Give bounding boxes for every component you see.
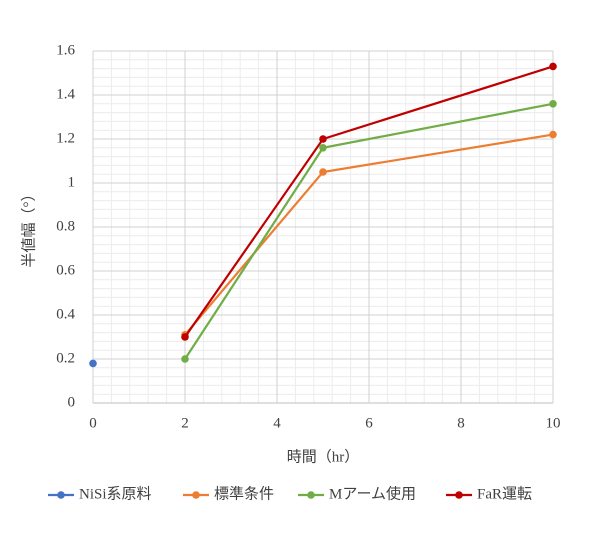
x-tick-label: 2 (181, 415, 189, 431)
y-tick-label: 0.8 (56, 218, 75, 234)
legend-marker (307, 491, 315, 499)
y-tick-label: 0.2 (56, 350, 75, 366)
legend-marker (192, 491, 200, 499)
data-point (89, 359, 97, 368)
y-tick-label: 0.6 (56, 262, 75, 278)
x-tick-label: 4 (273, 415, 281, 431)
data-point (319, 168, 327, 176)
x-tick-label: 0 (89, 415, 97, 431)
y-tick-label: 0.4 (56, 306, 75, 322)
legend-marker (455, 491, 463, 499)
x-tick-label: 6 (365, 415, 373, 431)
data-point (181, 355, 189, 363)
data-point (319, 135, 327, 143)
y-tick-label: 0 (68, 394, 76, 410)
legend-label: FaR運転 (477, 485, 532, 502)
legend-label: Mアーム使用 (329, 485, 416, 502)
data-point (549, 130, 557, 139)
y-tick-label: 1 (68, 174, 76, 190)
y-tick-label: 1.6 (56, 42, 75, 58)
legend-marker (57, 491, 65, 499)
y-axis-label: 半値幅（°） (20, 187, 37, 268)
data-point (181, 333, 189, 341)
data-point (549, 62, 557, 71)
legend-label: NiSi系原料 (79, 485, 152, 502)
x-tick-label: 8 (457, 415, 465, 431)
data-point (319, 144, 327, 152)
y-tick-label: 1.4 (56, 86, 75, 102)
legend-label: 標準条件 (214, 485, 274, 502)
y-tick-label: 1.2 (56, 130, 75, 146)
x-axis-label: 時間（hr） (287, 448, 360, 465)
x-tick-label: 10 (546, 415, 561, 431)
data-point (549, 100, 557, 108)
